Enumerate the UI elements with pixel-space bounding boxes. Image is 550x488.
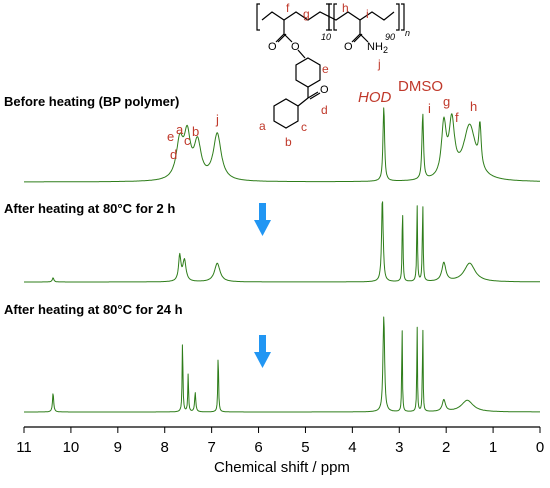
x-tick-label-0: 11 xyxy=(16,439,32,456)
struct-label-c: c xyxy=(301,120,307,134)
x-tick-label-11: 0 xyxy=(536,439,544,456)
peak-label-g: g xyxy=(443,94,450,109)
spectrum-trace-0 xyxy=(24,107,540,183)
peak-label-h: h xyxy=(470,99,477,114)
atom-o2: O xyxy=(291,41,300,53)
peak-label-d: d xyxy=(170,147,177,162)
peak-label-b: b xyxy=(192,124,199,139)
x-tick-label-7: 4 xyxy=(348,439,356,456)
trace-label-2h: After heating at 80°C for 2 h xyxy=(4,201,175,216)
struct-label-e: e xyxy=(322,62,329,76)
x-tick-label-9: 2 xyxy=(442,439,450,456)
arrow-down-icon-1 xyxy=(254,203,271,236)
subscript-n: n xyxy=(405,28,410,38)
amide-subscript: 2 xyxy=(383,45,388,55)
struct-label-b: b xyxy=(285,135,292,149)
x-tick-label-5: 6 xyxy=(254,439,262,456)
amide-nh: NH xyxy=(367,41,383,53)
polymer-structure: O O O O NH 2 10 90 n f g h i j e d a b c xyxy=(256,1,410,149)
peak-label-j: j xyxy=(215,112,219,127)
peak-label-c: c xyxy=(184,133,191,148)
trace-label-24h: After heating at 80°C for 24 h xyxy=(4,302,183,317)
struct-label-f: f xyxy=(286,1,290,15)
struct-label-g: g xyxy=(303,7,310,21)
x-tick-label-10: 1 xyxy=(489,439,497,456)
x-tick-label-3: 8 xyxy=(161,439,169,456)
x-tick-label-2: 9 xyxy=(114,439,122,456)
arrow-down-icon-2 xyxy=(254,335,271,368)
peak-label-a: a xyxy=(176,122,184,137)
x-axis: 11 10 9 8 7 6 5 4 3 2 1 0 Chemical shift / ppm xyxy=(16,426,544,476)
subscript-10: 10 xyxy=(321,32,331,42)
struct-label-a: a xyxy=(259,119,266,133)
spectrum-trace-2 xyxy=(24,316,540,413)
struct-label-j: j xyxy=(377,57,381,71)
spectra-traces xyxy=(24,107,540,413)
hod-label: HOD xyxy=(358,89,392,106)
spectrum-trace-1 xyxy=(24,201,540,283)
atom-o3: O xyxy=(320,84,329,96)
subscript-90: 90 xyxy=(385,32,395,42)
x-tick-label-6: 5 xyxy=(301,439,309,456)
x-tick-label-8: 3 xyxy=(395,439,403,456)
atom-o1: O xyxy=(268,41,277,53)
peak-label-i: i xyxy=(428,101,431,116)
struct-label-h: h xyxy=(342,1,349,15)
struct-label-d: d xyxy=(321,103,328,117)
atom-o4: O xyxy=(344,41,353,53)
dmso-label: DMSO xyxy=(398,78,443,95)
struct-label-i: i xyxy=(366,7,369,21)
x-axis-ticks: 11 10 9 8 7 6 5 4 3 2 1 0 xyxy=(16,427,544,456)
peak-label-f: f xyxy=(455,110,459,125)
trace-label-before: Before heating (BP polymer) xyxy=(4,94,179,109)
x-axis-title: Chemical shift / ppm xyxy=(214,459,350,476)
x-tick-label-1: 10 xyxy=(63,439,80,456)
peak-label-e: e xyxy=(167,129,174,144)
x-tick-label-4: 7 xyxy=(207,439,215,456)
